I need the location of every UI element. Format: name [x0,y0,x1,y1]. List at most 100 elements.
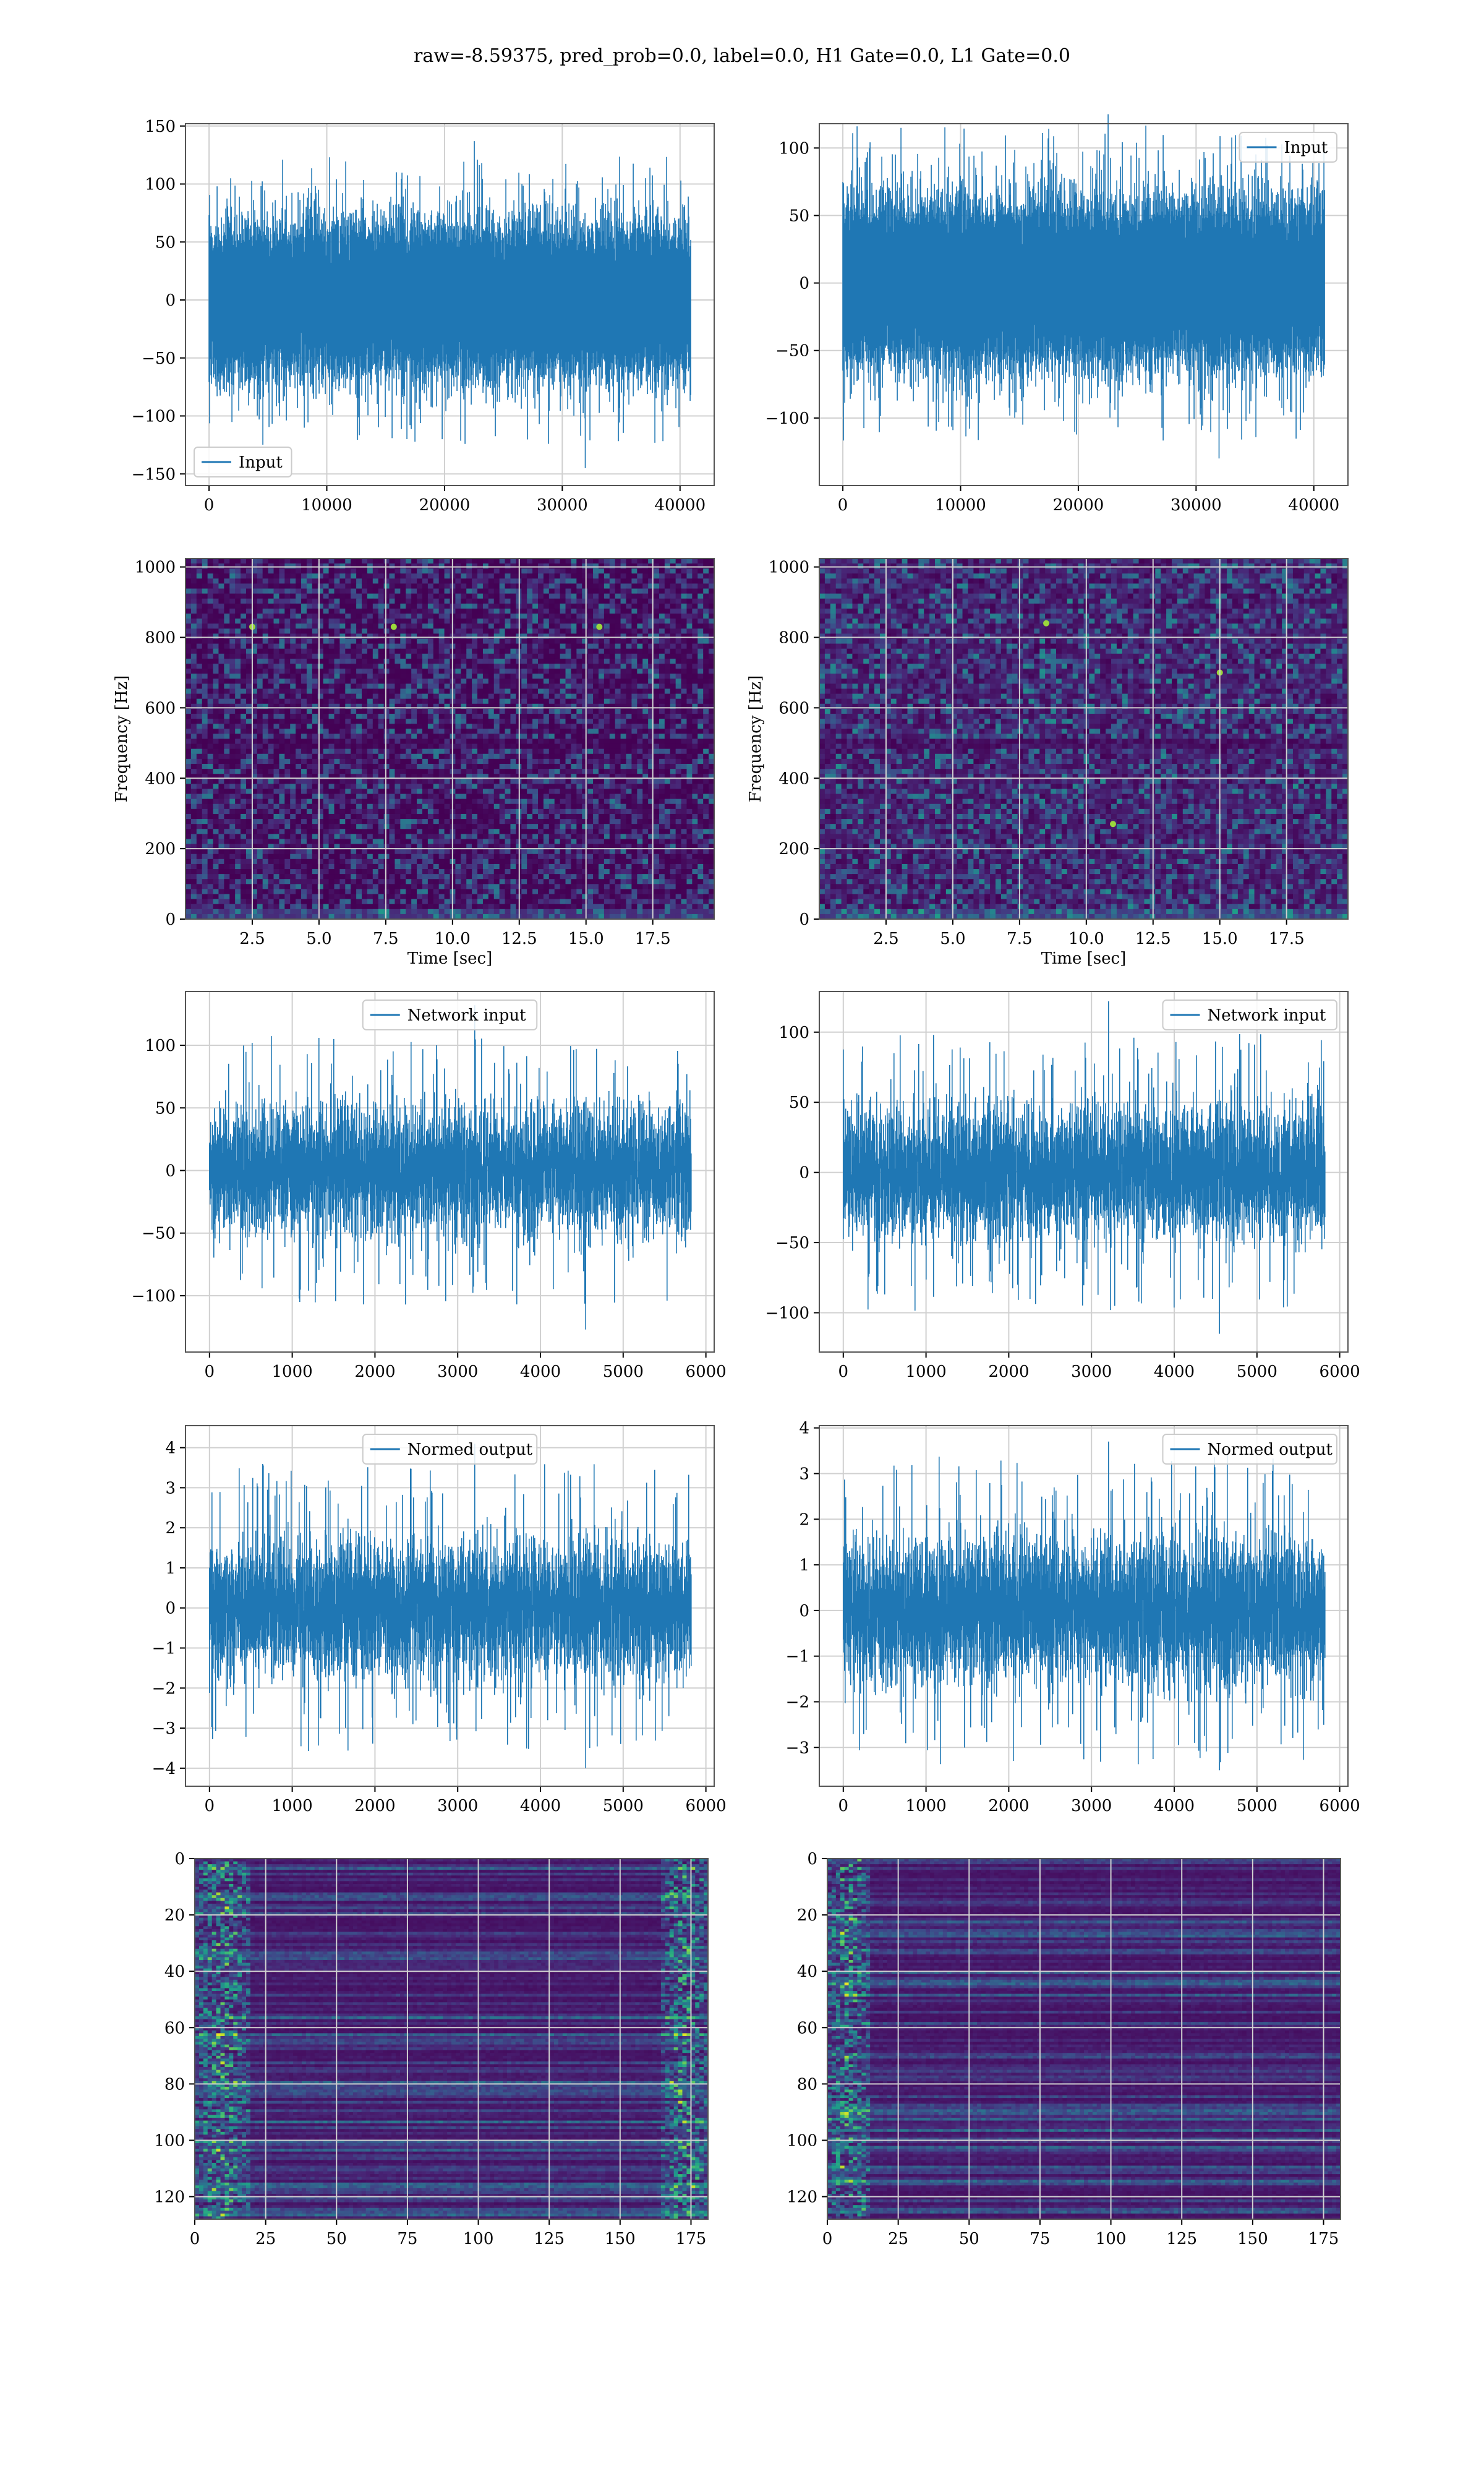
heatmap-cell [301,599,307,604]
heatmap-cell [532,674,539,679]
heatmap-cell [631,599,638,604]
heatmap-cell [241,609,247,614]
heatmap-cell [197,604,203,609]
heatmap-cell [400,669,406,674]
heatmap-cell [637,583,643,589]
heatmap-cell [599,599,605,604]
heatmap-cell [197,583,203,589]
heatmap-cell [351,719,357,724]
heatmap-cell [466,689,472,695]
heatmap-cell [373,563,379,569]
heatmap-cell [362,589,368,594]
heatmap-cell [417,573,423,579]
heatmap-cell [488,618,495,624]
heatmap-cell [599,639,605,644]
heatmap-cell [477,683,484,689]
heatmap-cell [202,583,208,589]
heatmap-cells [186,559,715,920]
heatmap-cell [257,609,263,614]
heatmap-cell [582,654,588,659]
heatmap-cell [599,678,605,684]
heatmap-cell [631,654,638,659]
heatmap-cell [400,559,406,564]
heatmap-cell [587,628,594,634]
heatmap-cell [488,609,495,614]
heatmap-cell [576,674,582,679]
heatmap-cell [566,599,572,604]
heatmap-cell [241,689,247,695]
heatmap-cell [488,664,495,669]
heatmap-cell [466,699,472,704]
heatmap-cell [610,563,616,569]
heatmap-cell [274,683,280,689]
heatmap-cell [329,568,335,574]
heatmap-cell [290,614,296,619]
heatmap-cell [670,594,676,599]
heatmap-cell [406,674,412,679]
heatmap-cell [642,614,649,619]
heatmap-cell [274,578,280,584]
heatmap-cell [593,583,599,589]
heatmap-cell [527,654,533,659]
heatmap-cell [626,654,633,659]
heatmap-cell [373,599,379,604]
heatmap-cell [692,714,698,719]
heatmap-cell [268,699,275,704]
heatmap-cell [642,568,649,574]
heatmap-cell [263,689,269,695]
heatmap-cell [642,609,649,614]
heatmap-cell [631,583,638,589]
heatmap-cell [692,633,698,639]
heatmap-cell [373,694,379,700]
heatmap-cell [202,694,208,700]
heatmap-cell [642,709,649,714]
heatmap-cell [587,633,594,639]
heatmap-cell [532,559,539,564]
heatmap-cell [422,699,429,704]
heatmap-cell [670,599,676,604]
heatmap-cell [604,649,610,654]
heatmap-cell [362,714,368,719]
heatmap-cell [351,618,357,624]
heatmap-cell [362,609,368,614]
heatmap-cell [400,709,406,714]
heatmap-cell [257,714,263,719]
heatmap-cell [384,674,390,679]
heatmap-cell [411,559,417,564]
heatmap-cell [466,719,472,724]
heatmap-cell [312,649,318,654]
heatmap-cell [555,589,561,594]
heatmap-cell [538,669,544,674]
heatmap-cell [329,594,335,599]
heatmap-cell [571,559,577,564]
heatmap-cell [631,689,638,695]
heatmap-cell [500,573,506,579]
heatmap-cell [676,669,682,674]
heatmap-cell [697,568,704,574]
heatmap-cell [593,563,599,569]
heatmap-cell [312,639,318,644]
heatmap-cell [665,659,671,664]
heatmap-cell [488,644,495,649]
heatmap-cell [323,699,330,704]
heatmap-cell [455,614,461,619]
heatmap-cell [538,573,544,579]
heatmap-cell [406,699,412,704]
heatmap-cell [631,604,638,609]
heatmap-cell [665,623,671,629]
heatmap-cell [604,604,610,609]
heatmap-cell [345,583,351,589]
heatmap-cell [263,578,269,584]
heatmap-cell [411,659,417,664]
heatmap-cell [466,618,472,624]
heatmap-cell [367,573,373,579]
heatmap-cell [186,589,192,594]
heatmap-cell [394,609,401,614]
heatmap-cell [323,639,330,644]
heatmap-cell [676,714,682,719]
heatmap-cell [610,628,616,634]
heatmap-cell [197,678,203,684]
heatmap-cell [367,714,373,719]
heatmap-cell [290,583,296,589]
heatmap-cell [274,699,280,704]
